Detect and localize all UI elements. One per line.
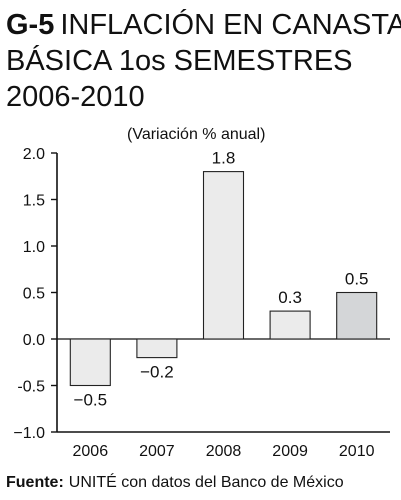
bar-value-label: −0.2 (140, 363, 174, 382)
y-tick-label: 0.0 (23, 332, 45, 349)
x-tick-label: 2010 (339, 443, 375, 460)
x-tick-label: 2006 (73, 443, 109, 460)
y-tick-label: 2.0 (23, 146, 45, 163)
x-tick-label: 2008 (206, 443, 242, 460)
source-note: Fuente: UNITÉ con datos del Banco de Méxi… (6, 472, 344, 491)
x-tick-label: 2009 (272, 443, 308, 460)
y-axis-ticks: 2.0 1.5 1.0 0.5 0.0 -0.5 −1.0 (13, 146, 57, 442)
y-tick-label: −1.0 (13, 425, 45, 442)
bar-value-label: 0.3 (278, 288, 302, 307)
bars: −0.5 −0.2 1.8 0.3 0.5 (69, 149, 378, 410)
bar-2007 (136, 338, 178, 359)
bar-2006 (69, 338, 111, 387)
x-axis-labels: 2006 2007 2008 2009 2010 (73, 443, 375, 460)
bar-value-label: 1.8 (212, 149, 236, 168)
chart-title-line-1: G-5 INFLACIÓN EN CANASTA (6, 8, 401, 41)
source-label: Fuente: (6, 474, 64, 491)
bar-value-label: 0.5 (345, 270, 369, 289)
y-axis-label: (Variación % anual) (127, 126, 265, 143)
y-tick-label: 1.5 (23, 193, 45, 210)
x-tick-label: 2007 (139, 443, 175, 460)
source-text: UNITÉ con datos del Banco de México (69, 472, 344, 491)
y-tick-label: 0.5 (23, 286, 45, 303)
bar-2009 (269, 310, 311, 340)
bar-value-label: −0.5 (74, 391, 108, 410)
chart-title-code: G-5 (6, 9, 54, 41)
chart-title-text-1: INFLACIÓN EN CANASTA (60, 8, 401, 41)
bar-2010 (336, 291, 378, 340)
chart-title-line-2: BÁSICA 1os SEMESTRES (6, 44, 353, 77)
chart-title-line-3: 2006-2010 (6, 81, 145, 113)
y-tick-label: 1.0 (23, 239, 45, 256)
y-tick-label: -0.5 (17, 379, 45, 396)
bar-2008 (202, 171, 245, 340)
